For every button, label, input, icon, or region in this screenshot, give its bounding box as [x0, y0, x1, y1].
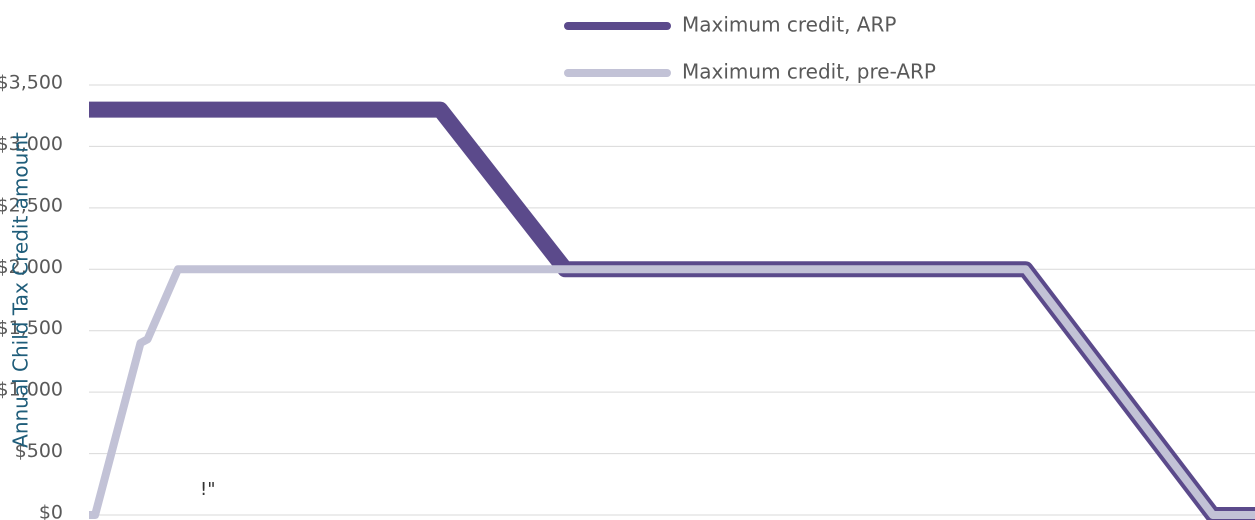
line — [89, 265, 1255, 519]
plot: $0 $500 $1,000 $1,500 $2,000 $2,500 $3,000 $3,5… — [0, 13, 1255, 520]
legend-label: Maximum credit, ARP — [682, 13, 896, 37]
line — [89, 101, 1255, 520]
y-tick-label: $2,000 — [0, 256, 63, 278]
annotation: !" — [200, 479, 216, 500]
y-tick-label: $1,000 — [0, 379, 63, 401]
y-tick-label: $3,500 — [0, 72, 63, 94]
y-tick-label: $1,500 — [0, 317, 63, 339]
y-tick-label: $3,000 — [0, 133, 63, 155]
y-tick-label: $500 — [15, 440, 63, 462]
y-tick-label: $2,500 — [0, 194, 63, 216]
y-axis-label: Annual Child Tax Credit amount — [9, 132, 33, 448]
y-tick-label: $0 — [39, 502, 63, 520]
legend-label: Maximum credit, pre-ARP — [682, 60, 936, 84]
